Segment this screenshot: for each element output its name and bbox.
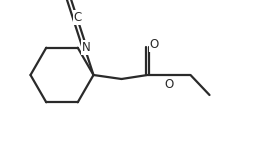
Text: O: O [165, 78, 174, 90]
Text: O: O [150, 38, 159, 52]
Text: N: N [82, 41, 91, 54]
Text: C: C [74, 11, 82, 24]
